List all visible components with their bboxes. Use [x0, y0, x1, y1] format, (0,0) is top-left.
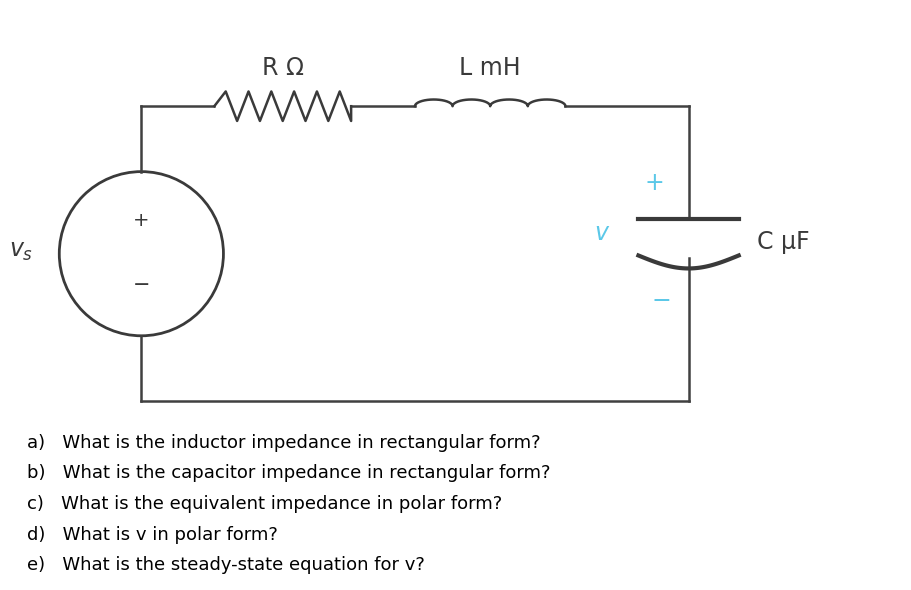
Text: $v$: $v$: [593, 221, 609, 245]
Text: C μF: C μF: [756, 230, 809, 254]
Text: R Ω: R Ω: [261, 56, 303, 80]
Text: +: +: [643, 171, 663, 195]
Text: −: −: [650, 289, 670, 313]
Text: c)   What is the equivalent impedance in polar form?: c) What is the equivalent impedance in p…: [27, 495, 502, 513]
Text: +: +: [133, 211, 149, 230]
Text: a)   What is the inductor impedance in rectangular form?: a) What is the inductor impedance in rec…: [27, 434, 540, 452]
Text: b)   What is the capacitor impedance in rectangular form?: b) What is the capacitor impedance in re…: [27, 464, 550, 483]
Text: e)   What is the steady-state equation for v?: e) What is the steady-state equation for…: [27, 556, 425, 575]
Text: d)   What is v in polar form?: d) What is v in polar form?: [27, 526, 278, 544]
Text: $v_s$: $v_s$: [9, 239, 33, 263]
Text: L mH: L mH: [459, 56, 520, 80]
Text: −: −: [132, 275, 150, 295]
